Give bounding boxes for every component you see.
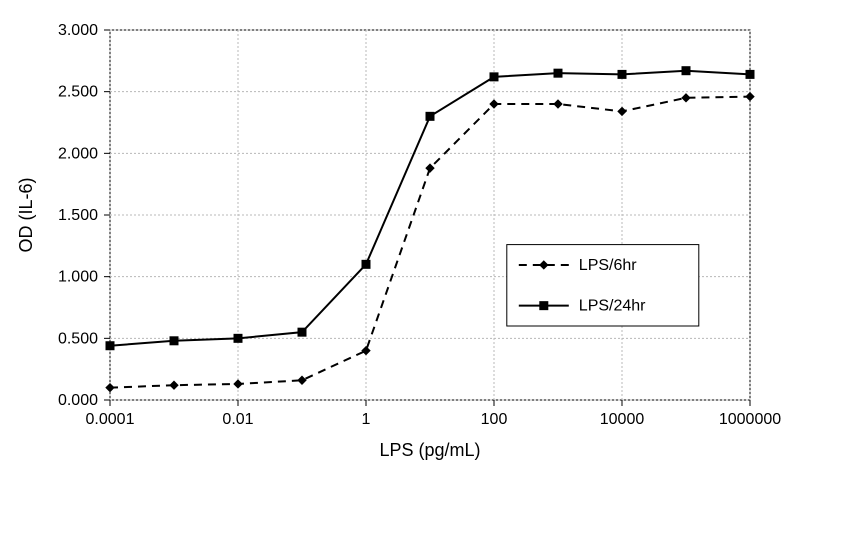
dose-response-chart: 0.000 0.500 1.000 1.500 2.000 2.500 3.000 0.00… [0,0,851,534]
legend-label: LPS/6hr [579,257,637,274]
x-tick-label: 1000000 [719,411,781,428]
square-marker [490,73,498,81]
square-marker [298,328,306,336]
y-tick-label: 1.500 [58,207,98,224]
x-tick-label: 100 [481,411,508,428]
x-axis-label: LPS (pg/mL) [379,440,480,460]
y-tick-label: 0.500 [58,330,98,347]
square-marker [554,69,562,77]
legend: LPS/6hr LPS/24hr [507,245,699,326]
square-marker [106,342,114,350]
x-tick-label: 10000 [600,411,645,428]
square-marker [170,337,178,345]
x-tick-label: 0.01 [222,411,253,428]
y-tick-label: 2.500 [58,84,98,101]
y-tick-label: 2.000 [58,145,98,162]
square-marker [426,112,434,120]
legend-label: LPS/24hr [579,298,646,315]
square-marker [362,260,370,268]
square-marker [682,67,690,75]
square-icon [540,302,548,310]
y-axis-label: OD (IL-6) [16,177,36,252]
y-tick-label: 1.000 [58,269,98,286]
square-marker [234,334,242,342]
square-marker [746,70,754,78]
y-tick-label: 3.000 [58,22,98,39]
square-marker [618,70,626,78]
y-tick-label: 0.000 [58,392,98,409]
x-tick-label: 1 [362,411,371,428]
x-tick-label: 0.0001 [86,411,135,428]
